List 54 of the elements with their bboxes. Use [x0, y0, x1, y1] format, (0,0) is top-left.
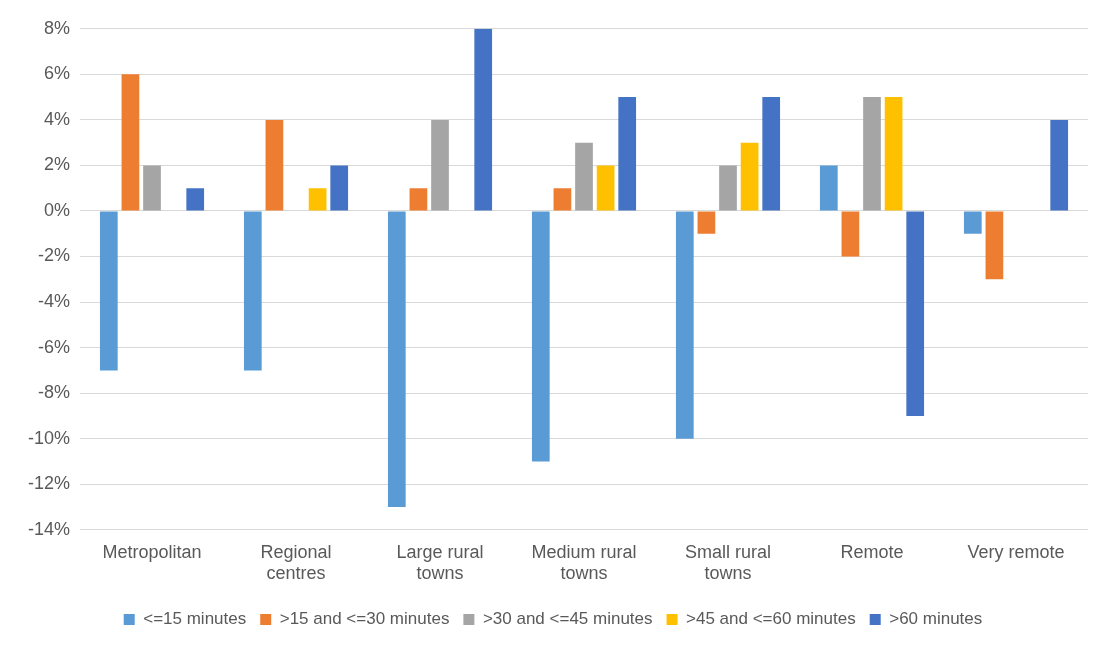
- y-tick-label: -4%: [38, 291, 71, 312]
- x-tick-label: Large rural towns: [396, 541, 484, 584]
- x-tick-label: Regional centres: [260, 541, 332, 584]
- bar: [308, 188, 327, 211]
- bar: [697, 211, 716, 234]
- bar: [265, 119, 284, 211]
- y-tick-label: 8%: [44, 17, 71, 38]
- bar: [143, 165, 161, 211]
- y-tick-label: -8%: [38, 382, 71, 403]
- bar: [330, 165, 349, 211]
- bar: [985, 211, 1004, 280]
- y-tick-label: 0%: [44, 199, 71, 220]
- bar: [431, 119, 449, 211]
- y-tick-label: -12%: [27, 473, 71, 494]
- bar: [675, 211, 694, 439]
- x-tick-label: Metropolitan: [102, 541, 202, 562]
- bar: [863, 97, 881, 211]
- x-tick-label: Remote: [840, 541, 904, 562]
- bar: [243, 211, 262, 371]
- y-tick-label: 6%: [44, 63, 71, 84]
- bar: [596, 165, 615, 211]
- bar: [1050, 119, 1069, 211]
- bar: [121, 74, 140, 211]
- y-tick-label: -14%: [27, 518, 71, 539]
- legend-label: >15 and <=30 minutes: [279, 609, 450, 629]
- bar: [474, 28, 493, 211]
- bar: [719, 165, 737, 211]
- bar: [186, 188, 205, 211]
- x-tick-label: Small rural towns: [684, 541, 772, 584]
- legend-label: >30 and <=45 minutes: [482, 609, 653, 629]
- bar: [553, 188, 572, 211]
- bar: [884, 97, 903, 211]
- bar: [740, 142, 759, 211]
- bar: [618, 97, 637, 211]
- y-tick-label: -10%: [27, 427, 71, 448]
- bar: [99, 211, 118, 371]
- bar: [762, 97, 781, 211]
- bar: [841, 211, 860, 257]
- y-tick-label: 2%: [44, 154, 71, 175]
- legend-label: <=15 minutes: [143, 609, 247, 629]
- legend-label: >45 and <=60 minutes: [686, 609, 856, 629]
- bar: [409, 188, 428, 211]
- bar: [906, 211, 925, 416]
- y-tick-label: -2%: [38, 245, 71, 266]
- x-tick-label: Very remote: [967, 541, 1065, 562]
- bar: [575, 142, 593, 211]
- bar: [819, 165, 838, 211]
- bar: [387, 211, 406, 508]
- y-tick-label: 4%: [44, 108, 71, 129]
- bar: [963, 211, 982, 234]
- bar: [531, 211, 550, 462]
- x-tick-label: Medium rural towns: [531, 541, 637, 584]
- legend-label: >60 minutes: [889, 609, 983, 629]
- y-tick-label: -6%: [38, 336, 71, 357]
